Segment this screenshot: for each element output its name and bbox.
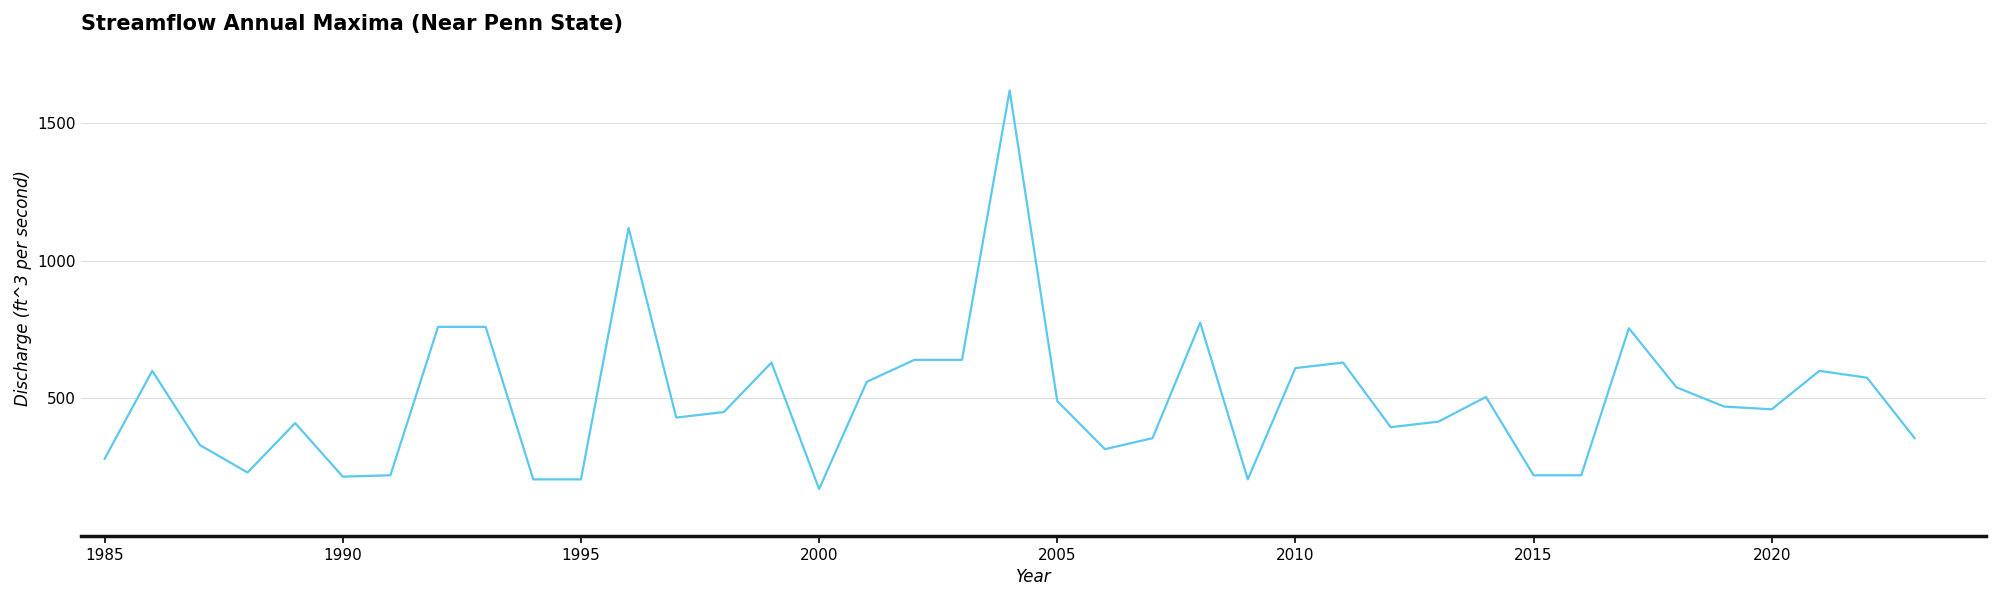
Y-axis label: Discharge (ft^3 per second): Discharge (ft^3 per second) bbox=[14, 170, 32, 406]
Text: Streamflow Annual Maxima (Near Penn State): Streamflow Annual Maxima (Near Penn Stat… bbox=[80, 14, 622, 34]
X-axis label: Year: Year bbox=[1016, 568, 1052, 586]
